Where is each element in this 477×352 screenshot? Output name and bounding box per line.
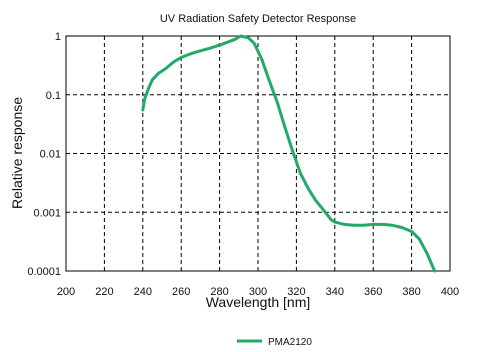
plot-frame (65, 35, 451, 272)
x-tick-label: 300 (249, 286, 267, 298)
x-tick-label: 400 (441, 286, 459, 298)
x-tick-label: 260 (172, 286, 190, 298)
x-tick-label: 340 (326, 286, 344, 298)
y-tick-label: 0.0001 (27, 266, 61, 278)
y-tick-labels: 1 0.1 0.01 0.001 0.0001 (27, 31, 61, 278)
x-tick-label: 200 (57, 286, 75, 298)
x-tick-labels: 200 220 240 260 280 300 320 340 360 380 400 (57, 286, 459, 298)
legend: PMA2120 (237, 337, 312, 348)
legend-label-pma2120: PMA2120 (268, 337, 312, 348)
chart-title: UV Radiation Safety Detector Response (160, 13, 356, 25)
x-tick-label: 280 (210, 286, 228, 298)
series-layer (141, 34, 437, 273)
y-tick-label: 1 (55, 31, 61, 43)
x-tick-label: 360 (364, 286, 382, 298)
grid (66, 36, 450, 271)
x-tick-label: 220 (95, 286, 113, 298)
y-tick-label: 0.001 (33, 207, 61, 219)
y-tick-label: 0.01 (40, 149, 61, 161)
x-tick-label: 240 (134, 286, 152, 298)
y-tick-label: 0.1 (46, 90, 61, 102)
y-axis-label: Relative response (9, 97, 25, 209)
x-tick-label: 380 (402, 286, 420, 298)
x-tick-label: 320 (287, 286, 305, 298)
x-axis-label: Wavelength [nm] (206, 294, 311, 310)
series-line-pma2120 (141, 34, 437, 273)
